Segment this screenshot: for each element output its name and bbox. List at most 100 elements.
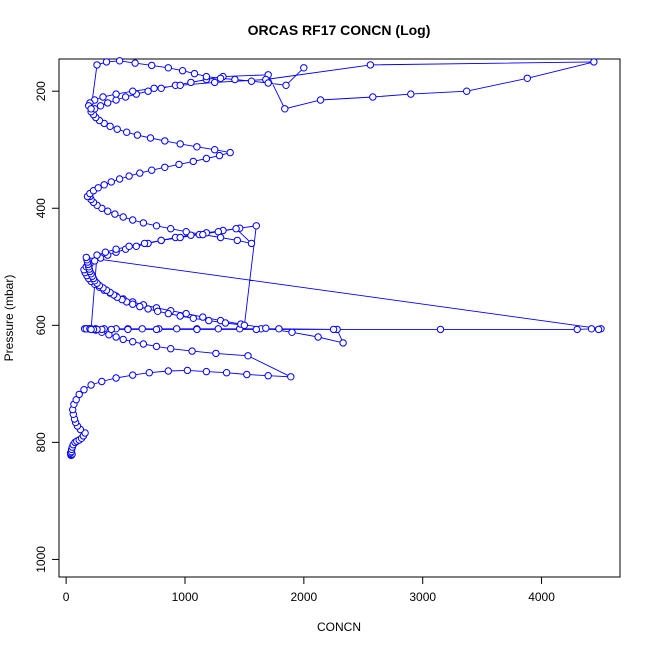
data-point <box>82 253 91 262</box>
data-point <box>102 58 111 66</box>
data-point <box>87 105 95 113</box>
data-point <box>202 154 211 163</box>
data-point <box>339 339 347 347</box>
data-point <box>252 325 260 334</box>
data-point <box>436 325 445 334</box>
data-point <box>115 175 124 183</box>
data-point <box>252 222 260 230</box>
data-point <box>164 367 173 375</box>
data-point <box>111 210 119 218</box>
y-tick-label: 400 <box>34 198 48 218</box>
data-point <box>189 314 198 322</box>
data-point <box>150 84 158 93</box>
data-point <box>231 75 239 84</box>
data-point <box>139 340 148 348</box>
data-point <box>167 345 175 353</box>
data-point <box>216 74 225 83</box>
data-point <box>121 93 130 101</box>
data-point <box>176 233 184 242</box>
data-point <box>176 140 184 148</box>
data-point <box>221 319 230 327</box>
y-tick-label: 200 <box>34 81 48 101</box>
data-point <box>99 93 107 101</box>
data-point <box>176 81 184 90</box>
data-point <box>144 305 152 313</box>
data-point <box>125 242 133 251</box>
data-point <box>247 77 256 85</box>
data-point <box>193 143 201 151</box>
data-point <box>193 325 201 334</box>
data-point <box>573 325 581 334</box>
data-point <box>590 58 598 66</box>
data-point <box>152 342 161 351</box>
x-axis-label: CONCN <box>317 620 361 634</box>
data-point <box>281 105 289 113</box>
data-point <box>119 335 127 344</box>
data-point <box>115 57 124 65</box>
data-point <box>104 207 112 215</box>
data-point <box>594 325 603 334</box>
x-axis: 0 1000 2000 3000 4000 <box>63 577 555 604</box>
data-point <box>157 236 165 245</box>
data-point <box>329 325 338 334</box>
data-point <box>140 239 149 248</box>
data-point <box>369 93 377 101</box>
data-point <box>233 236 242 245</box>
data-point <box>154 307 162 315</box>
data-point <box>152 325 161 334</box>
data-point <box>152 222 161 230</box>
data-point <box>205 316 213 325</box>
data-point <box>161 137 169 145</box>
data-point <box>262 324 270 332</box>
data-point <box>93 251 101 259</box>
data-point <box>100 181 108 189</box>
data-point <box>232 225 240 233</box>
data-point <box>183 366 192 375</box>
data-point <box>129 216 137 224</box>
data-point <box>129 338 137 346</box>
data-point <box>176 312 184 320</box>
data-point <box>199 313 207 321</box>
data-point <box>188 347 196 355</box>
data-point <box>178 67 187 75</box>
data-point <box>87 325 95 334</box>
data-point <box>123 128 131 136</box>
data-point <box>314 333 322 341</box>
data-point <box>129 87 137 95</box>
data-point <box>244 352 252 360</box>
data-point <box>202 367 211 376</box>
data-point <box>243 370 251 379</box>
data-point <box>282 81 290 90</box>
data-point <box>287 373 295 381</box>
data-point <box>316 96 325 104</box>
data-point <box>226 148 234 157</box>
data-point <box>222 369 231 377</box>
data-point <box>366 61 375 69</box>
data-point <box>187 78 195 87</box>
data-point <box>144 87 152 95</box>
data-point <box>129 371 137 379</box>
data-point <box>104 99 112 107</box>
y-axis: 200 400 600 800 1000 <box>34 81 59 573</box>
data-point <box>80 386 88 394</box>
data-point <box>119 213 127 221</box>
data-point <box>124 325 132 334</box>
data-point <box>112 245 120 253</box>
data-point <box>175 160 183 169</box>
data-point <box>112 90 120 98</box>
data-point <box>75 390 83 399</box>
series-line <box>69 60 602 456</box>
data-point <box>264 79 272 87</box>
chart-title: ORCAS RF17 CONCN (Log) <box>248 22 431 38</box>
data-point <box>216 233 225 242</box>
data-point <box>182 228 190 236</box>
data-point <box>112 333 120 341</box>
data-point <box>164 309 173 318</box>
x-tick-label: 1000 <box>172 590 199 604</box>
data-point <box>463 87 471 95</box>
data-point <box>94 184 102 192</box>
data-point <box>101 248 110 256</box>
data-point <box>106 122 114 131</box>
data-point <box>145 369 154 377</box>
